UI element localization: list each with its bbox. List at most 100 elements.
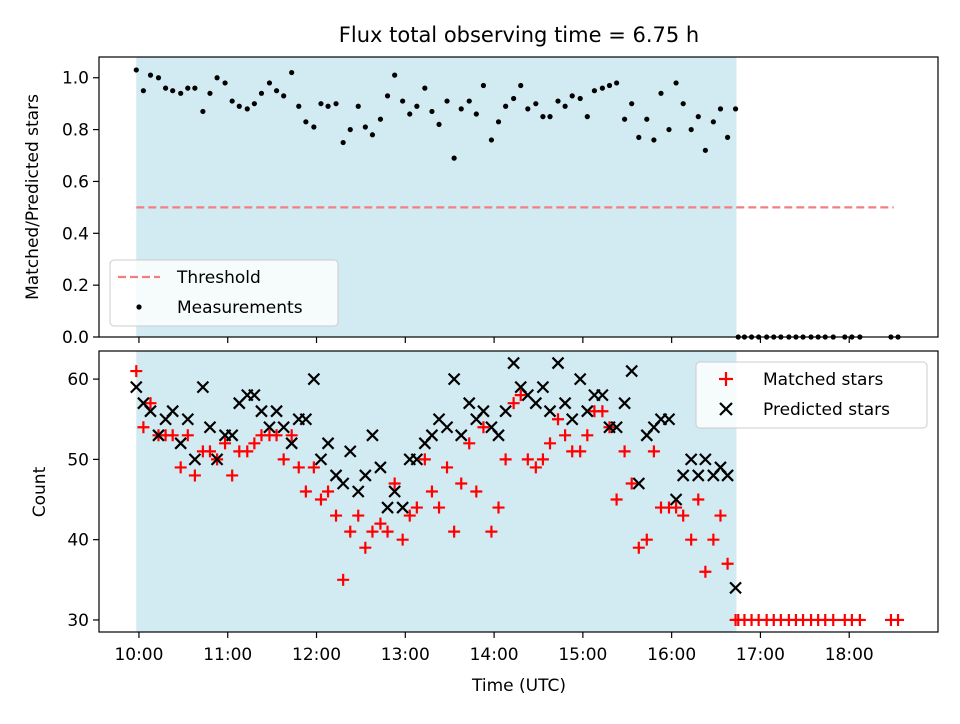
predicted-stars-point — [166, 404, 179, 418]
legend-predicted-label: Predicted stars — [763, 400, 890, 420]
predicted-stars-point — [454, 429, 468, 442]
matched-stars-point — [322, 485, 335, 498]
measurement-point — [666, 126, 672, 133]
predicted-stars-point — [174, 437, 187, 450]
measurement-point — [584, 114, 590, 120]
measurement-point — [525, 106, 531, 112]
measurement-point — [340, 139, 346, 146]
matched-stars-point — [359, 541, 372, 554]
measurement-point — [185, 85, 191, 91]
predicted-stars-point — [248, 388, 261, 402]
legend-box — [695, 361, 928, 429]
measurement-point — [629, 101, 635, 107]
matched-stars-point — [640, 533, 653, 546]
y-tick-label: 0.6 — [62, 172, 89, 192]
matched-stars-point — [618, 445, 631, 458]
predicted-stars-point — [188, 453, 202, 466]
predicted-stars-point — [277, 420, 290, 434]
matched-stars-point — [188, 469, 201, 482]
matched-stars-point — [632, 541, 645, 554]
predicted-stars-point — [270, 404, 283, 418]
matched-stars-point — [647, 445, 660, 458]
x-tick-label: 15:00 — [558, 645, 607, 665]
matched-stars-point — [441, 461, 454, 474]
matched-stars-point — [529, 461, 542, 474]
predicted-stars-point — [152, 429, 165, 442]
predicted-stars-point — [581, 404, 594, 418]
matched-stars-point — [337, 573, 350, 586]
x-axis-label: Time (UTC) — [471, 676, 566, 696]
measurement-point — [458, 106, 464, 112]
y-tick-label: 60 — [67, 370, 89, 390]
matched-stars-point — [721, 557, 734, 570]
measurement-point — [451, 155, 457, 161]
measurement-point — [155, 75, 162, 81]
x-tick-label: 11:00 — [203, 645, 252, 665]
matched-stars-point — [670, 501, 683, 514]
measurement-point — [384, 93, 391, 99]
legend-measurements-swatch — [136, 304, 142, 310]
ratio-panel-legend: Threshold Measurements — [109, 259, 339, 327]
predicted-stars-point — [499, 404, 512, 418]
matched-stars-point — [307, 461, 320, 474]
measurement-point — [296, 103, 302, 109]
count-panel-legend: Matched stars Predicted stars — [695, 361, 928, 429]
measurement-point — [540, 114, 546, 120]
matched-stars-point — [544, 437, 557, 450]
matched-stars-point — [374, 517, 387, 530]
predicted-stars-point — [492, 429, 505, 442]
predicted-stars-point — [507, 356, 520, 370]
measurement-point — [688, 126, 694, 133]
predicted-stars-point — [196, 380, 210, 394]
ratio-panel-ylabel: Matched/Predicted stars — [23, 94, 43, 300]
predicted-stars-point — [625, 364, 638, 378]
predicted-stars-point — [662, 412, 676, 426]
measurement-point — [281, 93, 287, 99]
ratio-panel: 0.0 0.2 0.4 0.6 0.8 1.0 Matched/Predicted sta… — [23, 56, 939, 348]
matched-stars-point — [203, 445, 216, 458]
predicted-stars-point — [676, 469, 690, 482]
legend-matched-swatch — [719, 372, 733, 386]
predicted-stars-point — [536, 380, 550, 394]
measurement-point — [636, 134, 642, 140]
matched-stars-point — [470, 485, 483, 498]
measurement-point — [251, 101, 257, 107]
matched-stars-point — [330, 509, 343, 522]
measurement-point — [724, 134, 731, 140]
measurement-point — [710, 119, 716, 125]
matched-stars-point — [892, 613, 905, 626]
matched-stars-point — [344, 525, 357, 538]
measurement-point — [695, 114, 701, 120]
predicted-stars-point — [669, 493, 683, 506]
predicted-stars-point — [462, 396, 476, 410]
measurement-point — [133, 67, 139, 73]
matched-stars-point — [477, 421, 490, 434]
legend-threshold-label: Threshold — [176, 268, 261, 288]
matched-stars-point — [403, 509, 416, 522]
measurement-point — [488, 137, 495, 143]
matched-stars-point — [314, 493, 327, 506]
predicted-stars-point — [684, 453, 698, 466]
measurement-point — [258, 90, 265, 96]
measurement-point — [207, 90, 213, 96]
predicted-stars-point — [388, 485, 401, 498]
measurement-point — [621, 116, 628, 122]
matched-stars-point — [448, 525, 461, 538]
measurement-point — [414, 103, 420, 109]
matched-stars-point — [507, 397, 520, 410]
matched-stars-point — [455, 477, 468, 490]
matched-stars-point — [277, 453, 290, 466]
matched-stars-point — [381, 525, 394, 538]
y-tick-label: 0.0 — [62, 328, 89, 348]
predicted-stars-point — [314, 453, 328, 466]
matched-stars-point — [219, 437, 232, 450]
measurement-point — [355, 103, 361, 109]
predicted-stars-point — [225, 429, 239, 442]
matched-stars-point — [574, 445, 587, 458]
measurement-point — [732, 106, 739, 112]
matched-stars-point — [463, 437, 476, 450]
chart-title: Flux total observing time = 6.75 h — [339, 23, 699, 47]
x-tick-label: 12:00 — [292, 645, 341, 665]
matched-stars-point — [610, 493, 623, 506]
